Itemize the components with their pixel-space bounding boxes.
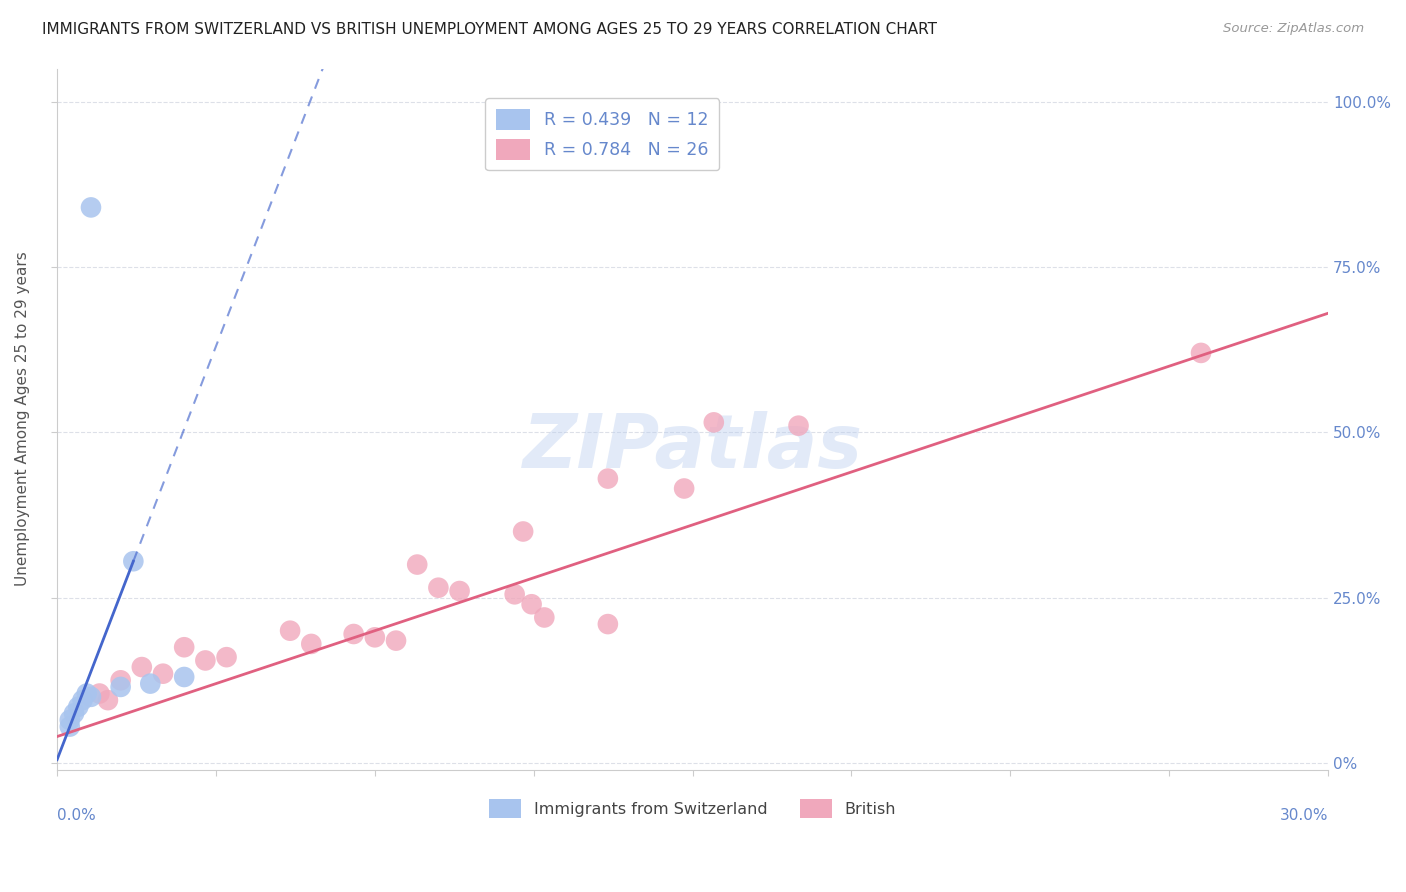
Point bbox=[703, 416, 725, 430]
Point bbox=[110, 673, 132, 688]
Point bbox=[343, 627, 366, 641]
Point bbox=[449, 584, 471, 599]
Point bbox=[80, 690, 103, 704]
Legend: Immigrants from Switzerland, British: Immigrants from Switzerland, British bbox=[484, 792, 903, 825]
Point bbox=[97, 693, 120, 707]
Point bbox=[76, 687, 98, 701]
Point bbox=[533, 610, 555, 624]
Point bbox=[385, 633, 408, 648]
Point bbox=[215, 650, 238, 665]
Point bbox=[406, 558, 429, 572]
Point bbox=[427, 581, 450, 595]
Point bbox=[139, 676, 162, 690]
Point bbox=[59, 720, 82, 734]
Point bbox=[110, 680, 132, 694]
Y-axis label: Unemployment Among Ages 25 to 29 years: Unemployment Among Ages 25 to 29 years bbox=[15, 252, 30, 586]
Point bbox=[80, 201, 103, 215]
Point bbox=[63, 706, 86, 721]
Point bbox=[596, 472, 619, 486]
Point bbox=[364, 630, 387, 644]
Point bbox=[673, 482, 696, 496]
Point bbox=[72, 693, 94, 707]
Point bbox=[194, 653, 217, 667]
Text: 30.0%: 30.0% bbox=[1279, 808, 1329, 823]
Point bbox=[299, 637, 322, 651]
Point bbox=[59, 713, 82, 727]
Point bbox=[512, 524, 534, 539]
Text: ZIPatlas: ZIPatlas bbox=[523, 410, 863, 483]
Text: IMMIGRANTS FROM SWITZERLAND VS BRITISH UNEMPLOYMENT AMONG AGES 25 TO 29 YEARS CO: IMMIGRANTS FROM SWITZERLAND VS BRITISH U… bbox=[42, 22, 938, 37]
Point bbox=[787, 418, 810, 433]
Point bbox=[278, 624, 301, 638]
Point bbox=[596, 617, 619, 632]
Point bbox=[173, 670, 195, 684]
Point bbox=[131, 660, 153, 674]
Point bbox=[67, 699, 90, 714]
Point bbox=[503, 587, 526, 601]
Point bbox=[152, 666, 174, 681]
Point bbox=[1189, 346, 1212, 360]
Text: Source: ZipAtlas.com: Source: ZipAtlas.com bbox=[1223, 22, 1364, 36]
Point bbox=[89, 687, 111, 701]
Text: 0.0%: 0.0% bbox=[58, 808, 96, 823]
Point bbox=[520, 597, 543, 611]
Point bbox=[122, 554, 145, 568]
Point bbox=[173, 640, 195, 655]
